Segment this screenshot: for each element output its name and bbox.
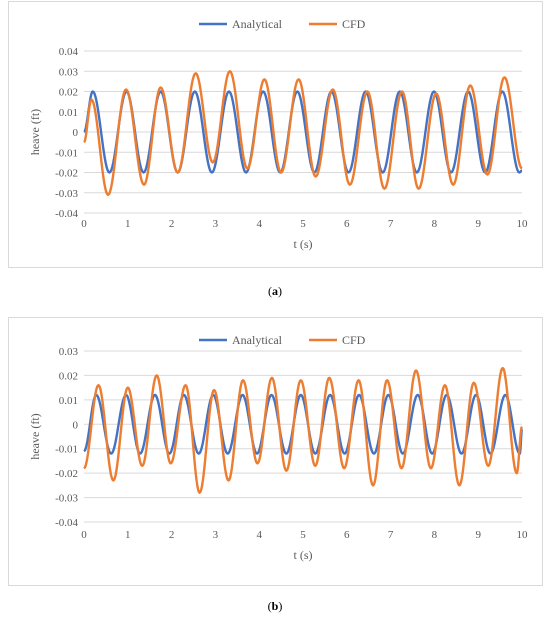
y-tick-label: 0.01	[59, 395, 78, 407]
x-axis-label: t (s)	[294, 237, 313, 251]
y-tick-label: -0.03	[55, 188, 78, 200]
y-tick-label: -0.01	[55, 147, 78, 159]
chart-panel-a: 0.04 0.03 0.02 0.01 0 -0.01 -0.02 -0.03 -0.04 0 1 2…	[8, 1, 543, 268]
y-tick-label: 0.03	[59, 66, 79, 78]
y-tick-label: -0.02	[55, 168, 78, 180]
x-tick-label: 7	[388, 529, 394, 541]
y-tick-label: 0	[73, 419, 79, 431]
x-tick-label: 9	[475, 218, 481, 230]
x-tick-label: 5	[300, 218, 306, 230]
y-tick-label: -0.04	[55, 517, 78, 529]
caption-a: (a)	[268, 284, 282, 298]
y-tick-label: -0.02	[55, 468, 78, 480]
x-tick-label: 10	[517, 529, 529, 541]
x-axis-label: t (s)	[294, 548, 313, 562]
x-tick-label: 4	[256, 529, 262, 541]
x-tick-label: 1	[125, 218, 131, 230]
series-line-cfd	[83, 70, 523, 196]
x-tick-label: 1	[125, 529, 131, 541]
y-axis-label: heave (ft)	[28, 413, 42, 459]
x-tick-label: 8	[432, 529, 438, 541]
x-tick-label: 7	[388, 218, 394, 230]
heave-chart-a: 0.040.030.020.010-0.01-0.02-0.03-0.040 1 2…	[28, 17, 529, 251]
heave-chart-b: 0.030.020.010-0.01-0.02-0.03-0.040 1 2 3 4 5 6…	[28, 333, 529, 562]
y-tick-label: -0.01	[55, 444, 78, 456]
y-tick-label: 0.03	[59, 346, 79, 358]
x-tick-label: 4	[256, 218, 262, 230]
x-tick-label: 3	[213, 529, 219, 541]
x-tick-label: 9	[475, 529, 481, 541]
y-tick-label: 0.01	[59, 107, 78, 119]
x-tick-label: 0	[81, 529, 87, 541]
y-tick-label: -0.03	[55, 493, 78, 505]
chart-panel-b: 0.03 0.02 0.01 0 -0.01 -0.02 -0.03 -0.04 0 1 2 3 4 5 6…	[8, 317, 543, 586]
legend-label-analytical: Analytical	[232, 17, 283, 31]
x-tick-label: 3	[213, 218, 219, 230]
y-axis-label: heave (ft)	[28, 109, 42, 155]
y-tick-label: -0.04	[55, 208, 78, 220]
x-tick-label: 5	[300, 529, 306, 541]
x-tick-label: 0	[81, 218, 87, 230]
x-tick-label: 8	[432, 218, 438, 230]
x-tick-label: 10	[517, 218, 529, 230]
legend-label-cfd: CFD	[342, 333, 366, 347]
y-tick-label: 0	[73, 127, 79, 139]
legend-label-cfd: CFD	[342, 17, 366, 31]
series-line-cfd	[83, 366, 523, 494]
x-tick-label: 2	[169, 218, 175, 230]
y-tick-label: 0.02	[59, 370, 78, 382]
y-tick-label: 0.04	[59, 46, 79, 58]
x-tick-label: 6	[344, 218, 350, 230]
caption-b-letter: b	[271, 599, 279, 613]
x-tick-label: 2	[169, 529, 175, 541]
x-tick-label: 6	[344, 529, 350, 541]
legend-label-analytical: Analytical	[232, 333, 283, 347]
caption-b: (b)	[267, 599, 283, 613]
y-tick-label: 0.02	[59, 87, 78, 99]
caption-a-letter: a	[272, 284, 278, 298]
